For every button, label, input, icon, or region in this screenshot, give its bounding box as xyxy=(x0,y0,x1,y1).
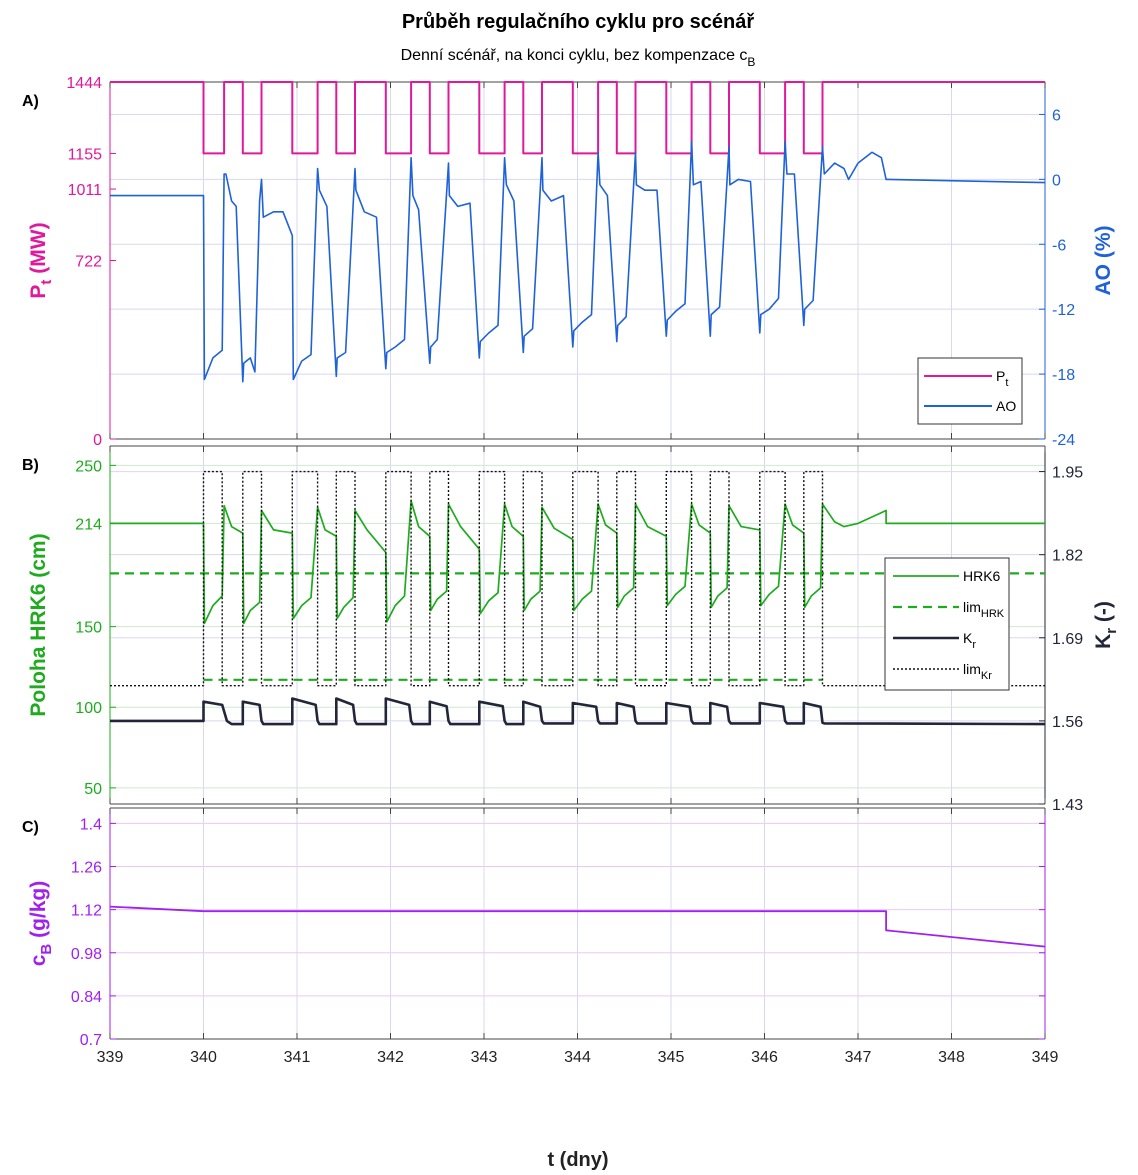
panel-label: C) xyxy=(22,819,39,836)
chart-title: Průběh regulačního cyklu pro scénář xyxy=(402,11,755,33)
x-tick-label: 347 xyxy=(845,1049,872,1066)
y-left-tick-label: 0.84 xyxy=(71,989,102,1006)
chart-subtitle-sub: B xyxy=(747,55,755,69)
x-tick-label: 343 xyxy=(471,1049,498,1066)
series-line-0-0 xyxy=(110,81,1045,155)
series-line-1-3 xyxy=(110,470,1045,687)
y-right-label: Kr (-) xyxy=(1092,601,1120,649)
series-line-2-0 xyxy=(109,905,1046,948)
y-left-tick-label: 0 xyxy=(93,432,102,449)
y-right-tick-label: 0 xyxy=(1052,172,1061,189)
y-left-tick-label: 0.7 xyxy=(80,1032,102,1049)
chart-subtitle-text: Denní scénář, na konci cyklu, bez kompen… xyxy=(401,47,748,64)
y-left-tick-label: 100 xyxy=(75,700,102,717)
y-left-tick-label: 1.12 xyxy=(71,903,102,920)
y-left-label: Poloha HRK6 (cm) xyxy=(27,533,50,716)
y-left-tick-label: 722 xyxy=(75,254,102,271)
y-right-tick-label: 1.56 xyxy=(1052,714,1083,731)
x-tick-label: 346 xyxy=(751,1049,778,1066)
x-tick-label: 340 xyxy=(190,1049,217,1066)
legend-entry: Kr xyxy=(963,630,976,651)
legend-box xyxy=(884,557,1010,691)
legend-entry: limHRK xyxy=(963,599,1005,620)
legend-entry: HRK6 xyxy=(963,568,1001,584)
y-left-tick-label: 1.4 xyxy=(80,816,102,833)
x-tick-label: 348 xyxy=(938,1049,965,1066)
y-right-tick-label: 1.69 xyxy=(1052,631,1083,648)
x-tick-label: 341 xyxy=(284,1049,311,1066)
panel-2: 339 340 341 342 343 344 345 346 347 348 349 0.7 0.84… xyxy=(22,807,1059,1066)
y-right-tick-label: 1.43 xyxy=(1052,797,1083,814)
chart-panels: 0 722 1011 1155 1444 -24 -18 -12 -6 0 6 A) Pt (MW) AO… xyxy=(22,75,1120,1066)
y-right-tick-label: -6 xyxy=(1052,237,1066,254)
y-right-tick-label: -18 xyxy=(1052,367,1075,384)
y-left-tick-label: 250 xyxy=(75,458,102,475)
y-right-tick-label: 6 xyxy=(1052,107,1061,124)
panel-1: 50 100 150 214 250 1.43 1.56 1.69 1.82 1.95 B) Polo… xyxy=(22,445,1120,814)
series-line-0-1 xyxy=(110,140,1046,383)
legend-entry: AO xyxy=(996,398,1016,414)
x-tick-label: 344 xyxy=(564,1049,591,1066)
panel-0: 0 722 1011 1155 1444 -24 -18 -12 -6 0 6 A) Pt (MW) AO… xyxy=(22,75,1115,449)
y-right-tick-label: -12 xyxy=(1052,302,1075,319)
y-left-tick-label: 50 xyxy=(84,781,102,798)
y-left-label: cB (g/kg) xyxy=(27,881,55,967)
y-right-tick-label: -24 xyxy=(1052,432,1075,449)
panel-label: A) xyxy=(22,93,39,110)
x-tick-label: 349 xyxy=(1032,1049,1059,1066)
x-tick-label: 345 xyxy=(658,1049,685,1066)
x-axis-label: t (dny) xyxy=(547,1149,608,1171)
panel-label: B) xyxy=(22,457,39,474)
chart-subtitle: Denní scénář, na konci cyklu, bez kompen… xyxy=(401,47,756,69)
y-right-label: AO (%) xyxy=(1092,226,1115,296)
legend-entry: limKr xyxy=(963,661,992,682)
x-tick-label: 342 xyxy=(377,1049,404,1066)
y-left-tick-label: 214 xyxy=(75,516,102,533)
y-left-tick-label: 150 xyxy=(75,620,102,637)
y-left-tick-label: 1155 xyxy=(68,146,103,163)
series-line-1-2 xyxy=(110,697,1046,726)
y-left-label: Pt (MW) xyxy=(27,222,55,298)
y-right-tick-label: 1.82 xyxy=(1052,548,1083,565)
series-line-1-0 xyxy=(110,499,1045,625)
y-right-tick-label: 1.95 xyxy=(1052,465,1083,482)
x-tick-label: 339 xyxy=(97,1049,124,1066)
y-left-tick-label: 1.26 xyxy=(71,860,102,877)
legend-entry: Pt xyxy=(996,368,1008,389)
y-left-tick-label: 0.98 xyxy=(71,946,102,963)
legend-box xyxy=(917,357,1023,425)
y-left-tick-label: 1011 xyxy=(68,182,103,199)
y-left-tick-label: 1444 xyxy=(66,75,102,92)
